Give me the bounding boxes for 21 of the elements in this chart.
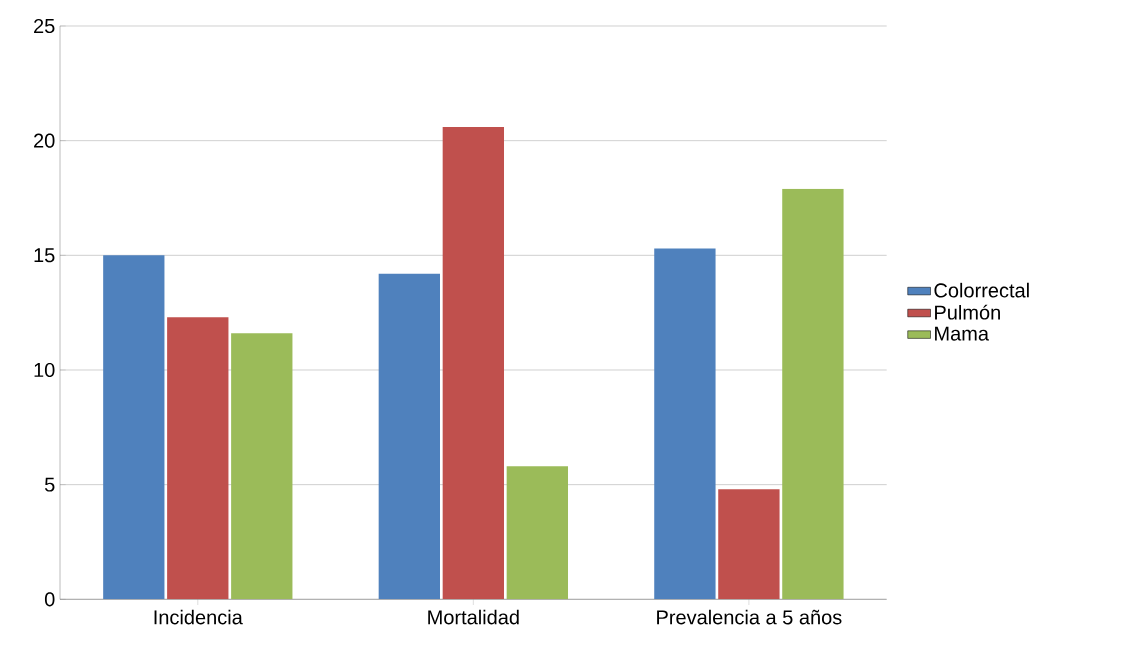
x-tick-label: Prevalencia a 5 años [657,609,842,625]
x-tick-label: Incidencia [154,609,243,625]
y-tick-label: 0 [44,592,55,607]
bar [718,489,780,600]
y-tick-label: 15 [34,248,55,263]
y-tick-label: 10 [34,362,55,378]
bar [506,466,569,600]
bar [378,273,441,600]
bar [442,126,504,600]
legend-label: Colorrectal [934,282,1029,298]
bar [231,333,293,600]
y-tick-label: 5 [44,477,55,492]
x-tick-label: Mortalidad [428,609,519,625]
legend-label: Mama [935,326,989,341]
bar [103,255,165,600]
y-tick-label: 25 [34,18,55,34]
bar [654,248,716,600]
y-tick-label: 20 [34,133,55,148]
bar [782,188,844,600]
legend-label: Pulmón [935,304,1000,320]
bar [167,317,229,600]
